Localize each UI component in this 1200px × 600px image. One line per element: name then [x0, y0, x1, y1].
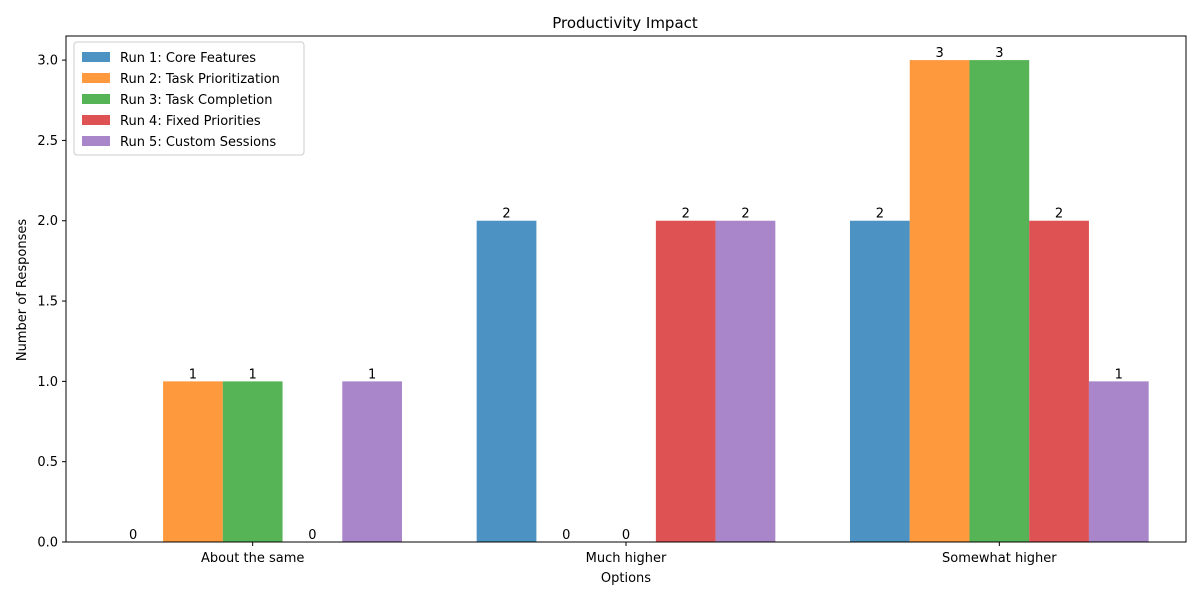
- bar-value-label: 1: [189, 367, 197, 382]
- bar: [163, 381, 223, 542]
- bar-value-label: 3: [995, 46, 1003, 61]
- bar: [850, 220, 910, 542]
- bar-value-label: 0: [129, 528, 137, 543]
- y-tick-label: 2.5: [37, 134, 58, 149]
- y-tick-label: 0.5: [37, 455, 58, 470]
- bar-value-label: 3: [935, 46, 943, 61]
- x-tick-label: About the same: [201, 551, 304, 566]
- bar: [1029, 220, 1089, 542]
- legend-label: Run 3: Task Completion: [120, 93, 273, 108]
- bar-value-label: 1: [368, 367, 376, 382]
- x-tick-label: Somewhat higher: [942, 551, 1057, 566]
- legend-box: [73, 41, 305, 156]
- bar-value-label: 1: [1115, 367, 1123, 382]
- bar-value-label: 2: [682, 207, 690, 222]
- legend-label: Run 1: Core Features: [120, 51, 256, 66]
- legend-label: Run 5: Custom Sessions: [120, 135, 276, 150]
- bar-value-label: 2: [1055, 207, 1063, 222]
- bar: [715, 220, 776, 542]
- plot-area: 0 2 2 1 0 3 1 0 3 0 2 2 1 2 1 0.0 0.5 1.0 1.5 2.0 2.5 3.0 Abou…: [37, 35, 1187, 566]
- legend: Run 1: Core Features Run 2: Task Prioriti…: [73, 41, 305, 156]
- bar-value-label: 2: [876, 207, 884, 222]
- y-tick-label: 2.0: [37, 214, 58, 229]
- y-axis-label: Number of Responses: [15, 219, 30, 361]
- bar: [222, 381, 283, 542]
- legend-swatch: [82, 73, 110, 83]
- legend-label: Run 4: Fixed Priorities: [120, 114, 261, 129]
- legend-swatch: [82, 136, 110, 146]
- y-tick-label: 3.0: [37, 54, 58, 69]
- bar: [476, 220, 537, 542]
- legend-label: Run 2: Task Prioritization: [120, 72, 280, 87]
- y-tick-label: 1.5: [37, 295, 58, 310]
- legend-swatch: [82, 94, 110, 104]
- bar-value-label: 0: [562, 528, 570, 543]
- chart-title: Productivity Impact: [552, 14, 698, 32]
- bar: [909, 60, 970, 542]
- bar-value-label: 2: [502, 207, 510, 222]
- bar: [655, 220, 716, 542]
- y-tick-label: 0.0: [37, 536, 58, 551]
- bar-value-label: 0: [308, 528, 316, 543]
- legend-swatch: [82, 115, 110, 125]
- bar: [342, 381, 402, 542]
- legend-swatch: [82, 52, 110, 62]
- bar-value-label: 2: [741, 207, 749, 222]
- bar-value-label: 1: [249, 367, 257, 382]
- x-axis-label: Options: [601, 571, 651, 586]
- bar: [1088, 381, 1149, 542]
- x-tick-label: Much higher: [586, 551, 667, 566]
- y-tick-label: 1.0: [37, 375, 58, 390]
- bar-value-label: 0: [622, 528, 630, 543]
- bar: [969, 60, 1030, 542]
